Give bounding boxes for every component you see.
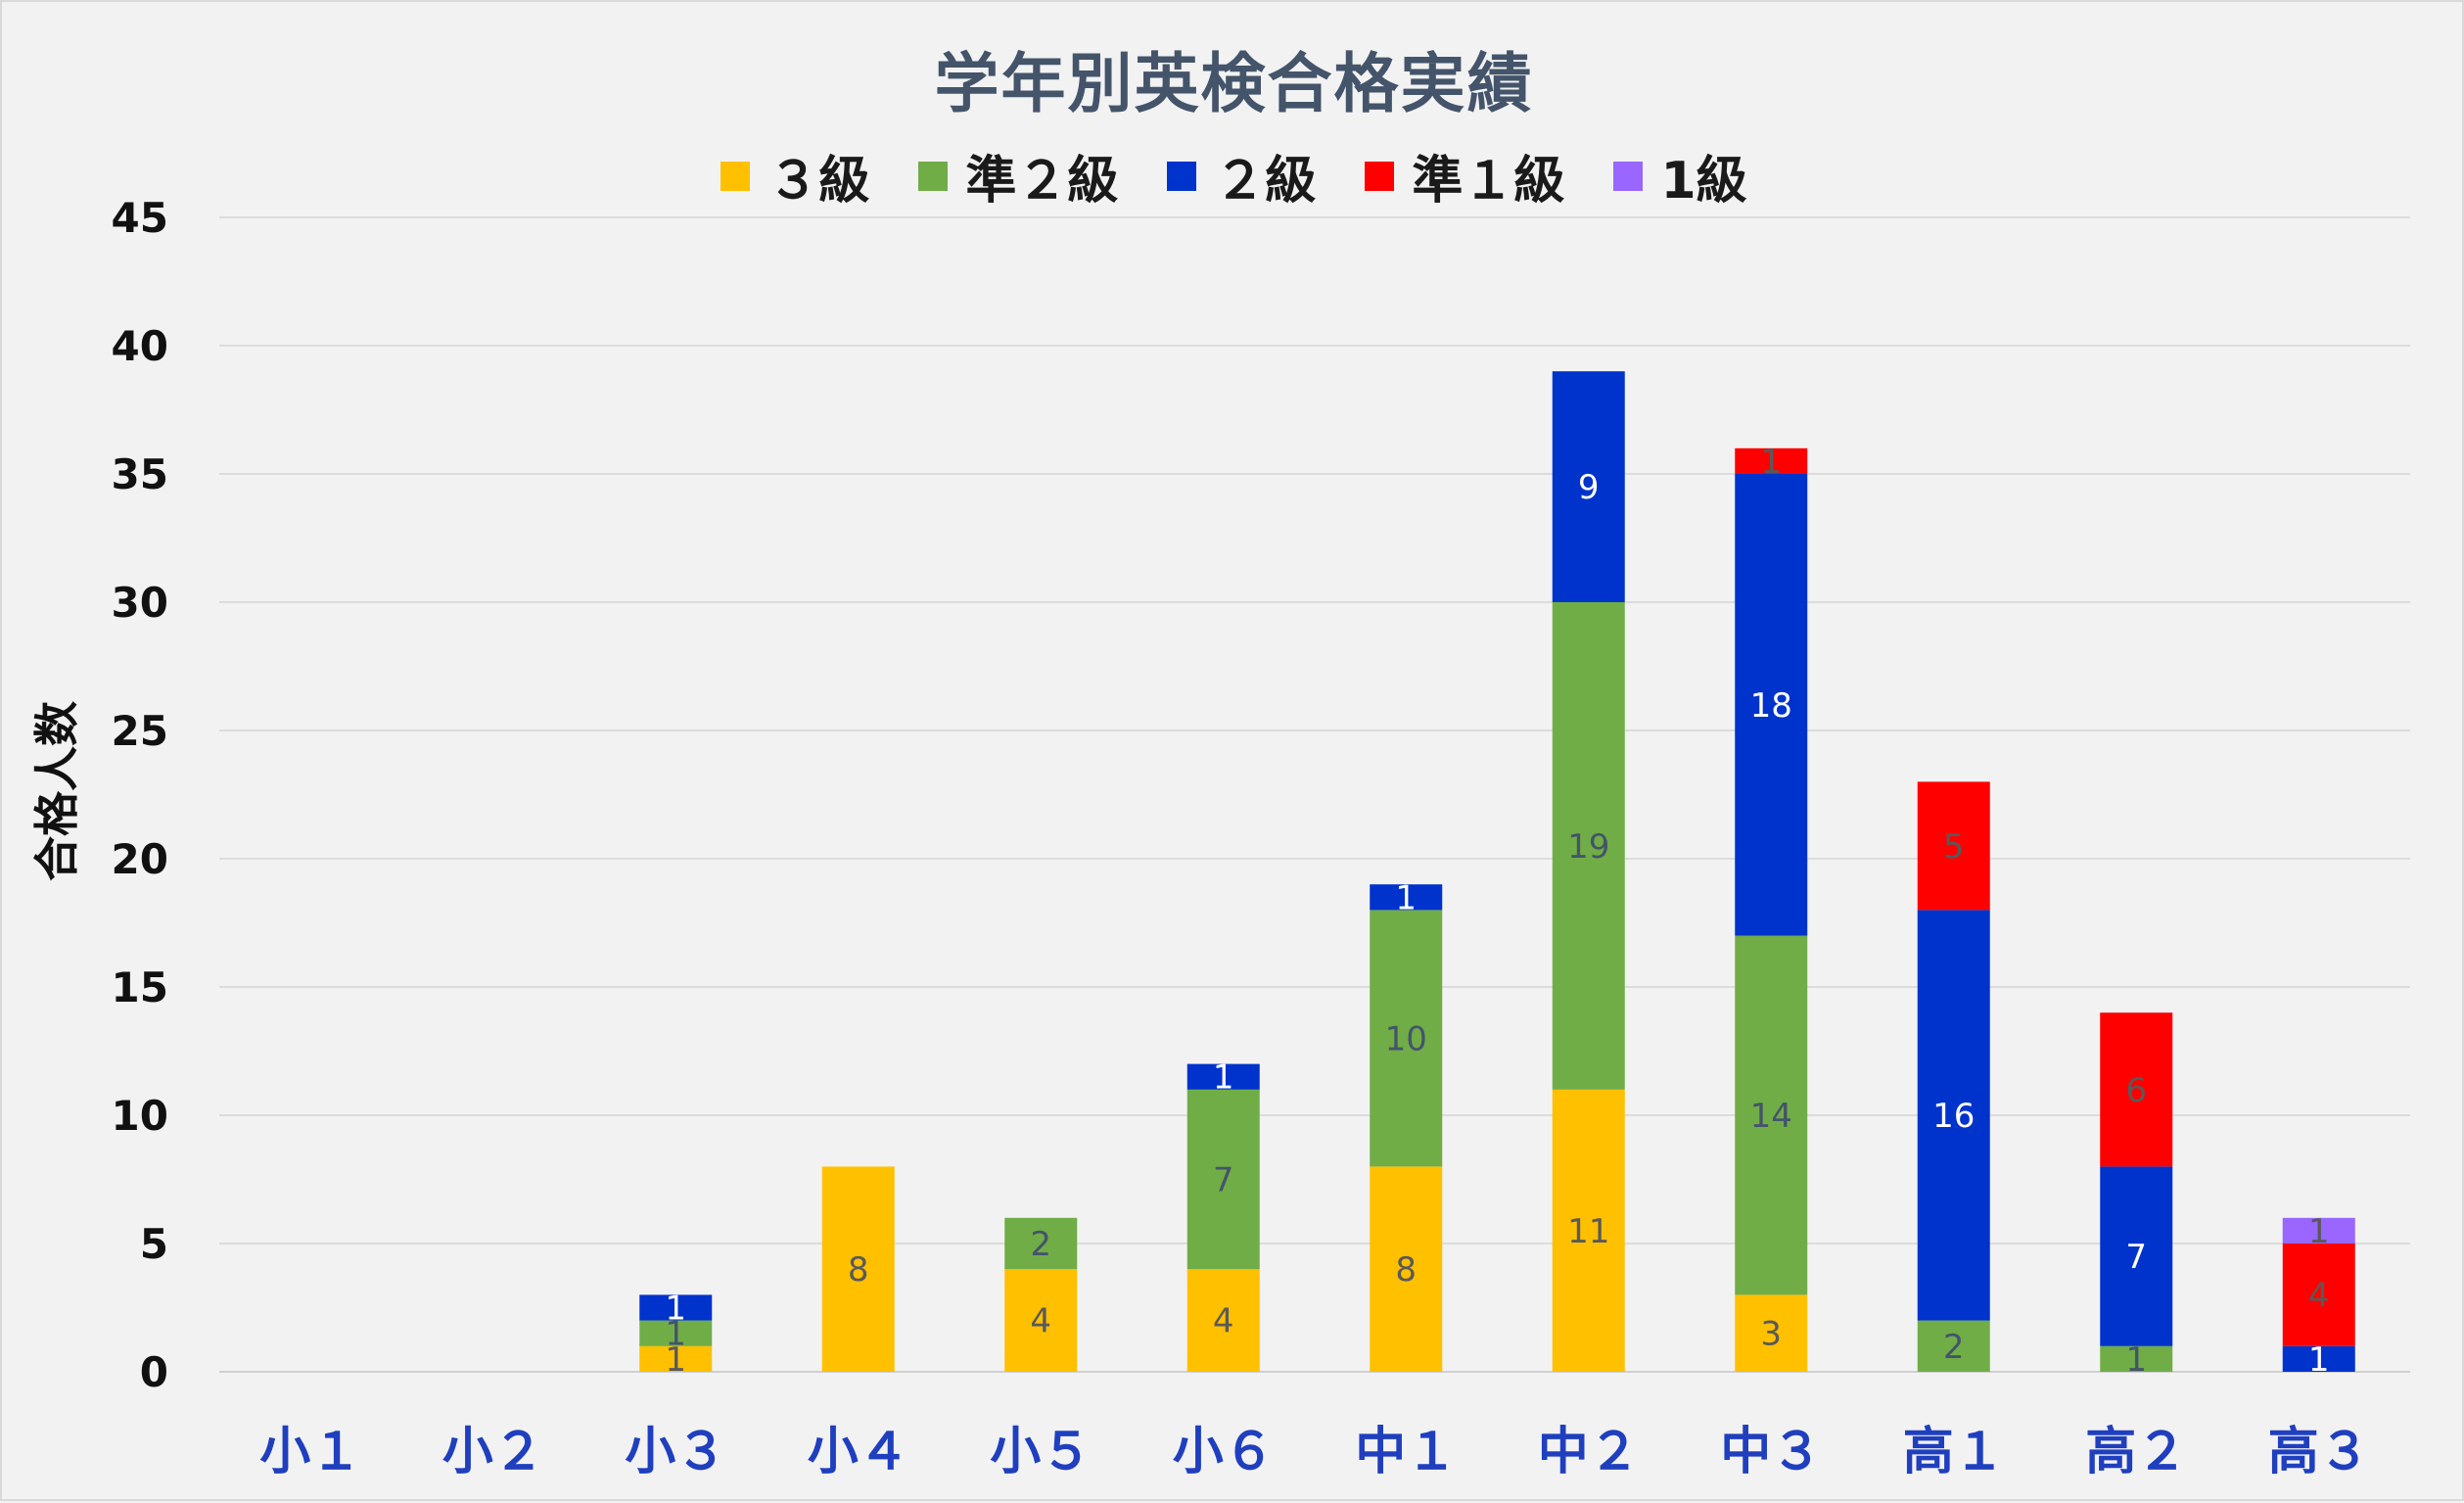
data-label: 1 — [2308, 1340, 2330, 1380]
legend-item-1kyu: 1級 — [1613, 139, 1747, 212]
bar-segment — [1552, 371, 1625, 602]
bar-segment — [2282, 1244, 2355, 1346]
x-tick-label: 小６ — [1173, 1423, 1275, 1481]
y-tick-label: 35 — [112, 450, 168, 498]
bar-segment — [2100, 1345, 2173, 1372]
y-tick-label: 30 — [112, 579, 168, 627]
y-tick-label: 10 — [112, 1092, 168, 1140]
bar-segment — [1552, 602, 1625, 1090]
bar-segment — [1186, 1063, 1260, 1090]
y-tick-label: 0 — [140, 1348, 168, 1396]
x-tick-label: 高１ — [1903, 1423, 2005, 1481]
x-tick-label: 中２ — [1538, 1423, 1640, 1481]
legend-label-jun1kyu: 準１級 — [1412, 152, 1565, 211]
x-tick-label: 高３ — [2268, 1423, 2370, 1481]
bar-segment — [2100, 1012, 2173, 1167]
data-label: 14 — [1750, 1097, 1792, 1136]
data-label: 1 — [665, 1315, 686, 1354]
legend: ３級 準２級 ２級 準１級 1級 — [2, 139, 2464, 212]
data-label: 2 — [1030, 1225, 1051, 1264]
y-tick-label: 15 — [112, 963, 168, 1011]
legend-item-2kyu: ２級 — [1167, 139, 1316, 212]
bar-segment — [2282, 1345, 2355, 1372]
x-tick-label: 小２ — [442, 1423, 544, 1481]
bar-segment — [639, 1345, 713, 1372]
bar-segment — [1370, 910, 1443, 1167]
x-tick-label: 中３ — [1720, 1423, 1822, 1481]
data-label: 1 — [1395, 878, 1417, 917]
legend-item-jun2kyu: 準２級 — [918, 139, 1118, 212]
bar-segment — [1735, 935, 1808, 1295]
data-label: 8 — [848, 1250, 869, 1290]
bar-segment — [1917, 781, 1990, 911]
x-tick-label: 小４ — [808, 1423, 909, 1481]
legend-label-1kyu: 1級 — [1660, 152, 1747, 211]
legend-label-jun2kyu: 準２級 — [965, 152, 1119, 211]
data-label: 5 — [1943, 827, 1965, 867]
legend-swatch-jun1kyu — [1365, 161, 1395, 191]
legend-item-3kyu: ３級 — [721, 139, 869, 212]
data-label: 8 — [1395, 1250, 1417, 1290]
y-tick-label: 20 — [112, 835, 168, 883]
data-label: 1 — [1760, 443, 1782, 482]
data-label: 1 — [665, 1290, 686, 1329]
bar-segment — [1186, 1089, 1260, 1270]
bar-segment — [1735, 1294, 1808, 1372]
data-label: 16 — [1932, 1097, 1975, 1136]
data-label: 4 — [1213, 1302, 1234, 1341]
legend-swatch-2kyu — [1167, 161, 1197, 191]
bar-segment — [2100, 1166, 2173, 1346]
legend-label-2kyu: ２級 — [1214, 152, 1317, 211]
y-tick-label: 5 — [140, 1220, 168, 1268]
data-label: 11 — [1567, 1212, 1609, 1251]
x-tick-label: 小３ — [625, 1423, 726, 1481]
data-label: 19 — [1567, 827, 1609, 867]
bar-segment — [1370, 1166, 1443, 1372]
bar-segment — [1552, 1089, 1625, 1372]
data-label: 10 — [1385, 1019, 1427, 1058]
data-label: 1 — [665, 1340, 686, 1380]
x-tick-label: 小５ — [990, 1423, 1092, 1481]
bar-segment — [1735, 447, 1808, 474]
data-label: 4 — [2308, 1276, 2330, 1315]
bar-segment — [639, 1320, 713, 1346]
y-tick-label: 25 — [112, 707, 168, 755]
bar-segment — [2282, 1217, 2355, 1244]
bar-segment — [1186, 1269, 1260, 1372]
bar-segment — [1004, 1217, 1078, 1270]
legend-item-jun1kyu: 準１級 — [1365, 139, 1564, 212]
data-label: 1 — [2125, 1340, 2147, 1380]
x-tick-label: 中１ — [1355, 1423, 1457, 1481]
legend-label-3kyu: ３級 — [767, 152, 870, 211]
chart-title: 学年別英検合格実績 — [934, 46, 1534, 121]
bar-segment — [1004, 1269, 1078, 1372]
data-label: 9 — [1578, 468, 1600, 507]
bar-segment — [1917, 1320, 1990, 1372]
legend-swatch-3kyu — [721, 161, 751, 191]
y-tick-label: 40 — [112, 322, 168, 370]
y-axis-title: 合格人数 — [30, 701, 83, 881]
legend-swatch-jun2kyu — [918, 161, 949, 191]
data-label: 1 — [2308, 1212, 2330, 1251]
bar-segment — [639, 1294, 713, 1321]
y-tick-label: 45 — [112, 194, 168, 242]
x-tick-label: 小１ — [259, 1423, 361, 1481]
bar-segment — [821, 1166, 895, 1372]
bar-segment — [1735, 474, 1808, 936]
legend-swatch-1kyu — [1613, 161, 1644, 191]
data-label: 18 — [1750, 686, 1792, 726]
x-tick-label: 高２ — [2085, 1423, 2187, 1481]
data-label: 6 — [2125, 1071, 2147, 1110]
data-label: 7 — [2125, 1238, 2147, 1277]
data-label: 1 — [1213, 1058, 1234, 1098]
data-label: 4 — [1030, 1302, 1051, 1341]
bar-segment — [1917, 910, 1990, 1321]
bar-segment — [1370, 884, 1443, 911]
data-label: 2 — [1943, 1328, 1965, 1367]
data-label: 7 — [1213, 1161, 1234, 1200]
data-label: 3 — [1760, 1315, 1782, 1354]
